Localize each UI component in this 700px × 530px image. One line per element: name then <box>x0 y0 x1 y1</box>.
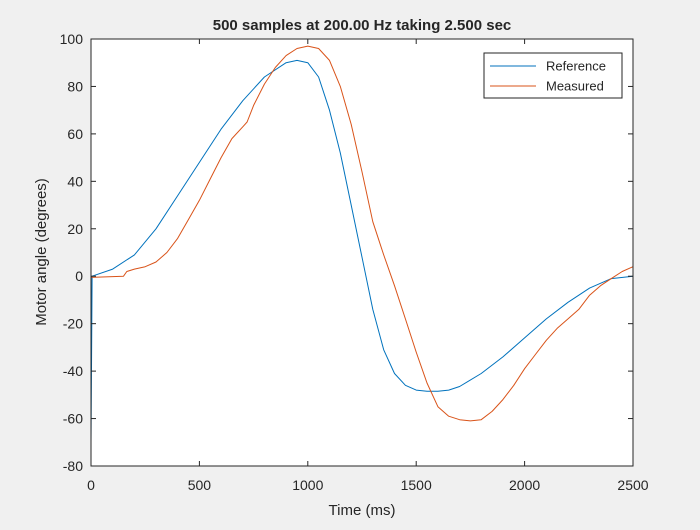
y-tick-label: 80 <box>67 78 83 94</box>
y-axis-label: Motor angle (degrees) <box>33 178 50 326</box>
series-line-measured <box>90 45 634 422</box>
series-layer <box>90 45 634 443</box>
y-tick-label: 100 <box>60 31 84 47</box>
y-tick-label: 40 <box>67 173 83 189</box>
legend-label-reference: Reference <box>546 59 606 74</box>
y-tick-label: -80 <box>63 458 83 474</box>
chart-title: 500 samples at 200.00 Hz taking 2.500 se… <box>213 17 512 34</box>
x-tick-label: 1000 <box>292 477 323 493</box>
legend-label-measured: Measured <box>546 79 604 94</box>
ticks-layer: 0 500 1000 1500 2000 2500 -80 -60 -40 -20 0 20 40 60 8… <box>60 31 649 493</box>
y-tick-label: 0 <box>75 268 83 284</box>
x-tick-label: 2500 <box>617 477 648 493</box>
x-tick-label: 2000 <box>509 477 540 493</box>
axes-box <box>90 38 634 467</box>
series-line-reference <box>90 59 634 443</box>
y-tick-label: -40 <box>63 363 83 379</box>
x-tick-label: 0 <box>87 477 95 493</box>
x-tick-label: 500 <box>188 477 212 493</box>
x-axis-label: Time (ms) <box>329 502 396 519</box>
y-tick-label: -20 <box>63 316 83 332</box>
y-tick-label: 60 <box>67 126 83 142</box>
plot-area <box>91 39 633 466</box>
legend: Reference Measured <box>483 52 623 99</box>
y-tick-label: 20 <box>67 221 83 237</box>
y-tick-label: -60 <box>63 411 83 427</box>
legend-box <box>483 52 623 99</box>
x-tick-label: 1500 <box>401 477 432 493</box>
